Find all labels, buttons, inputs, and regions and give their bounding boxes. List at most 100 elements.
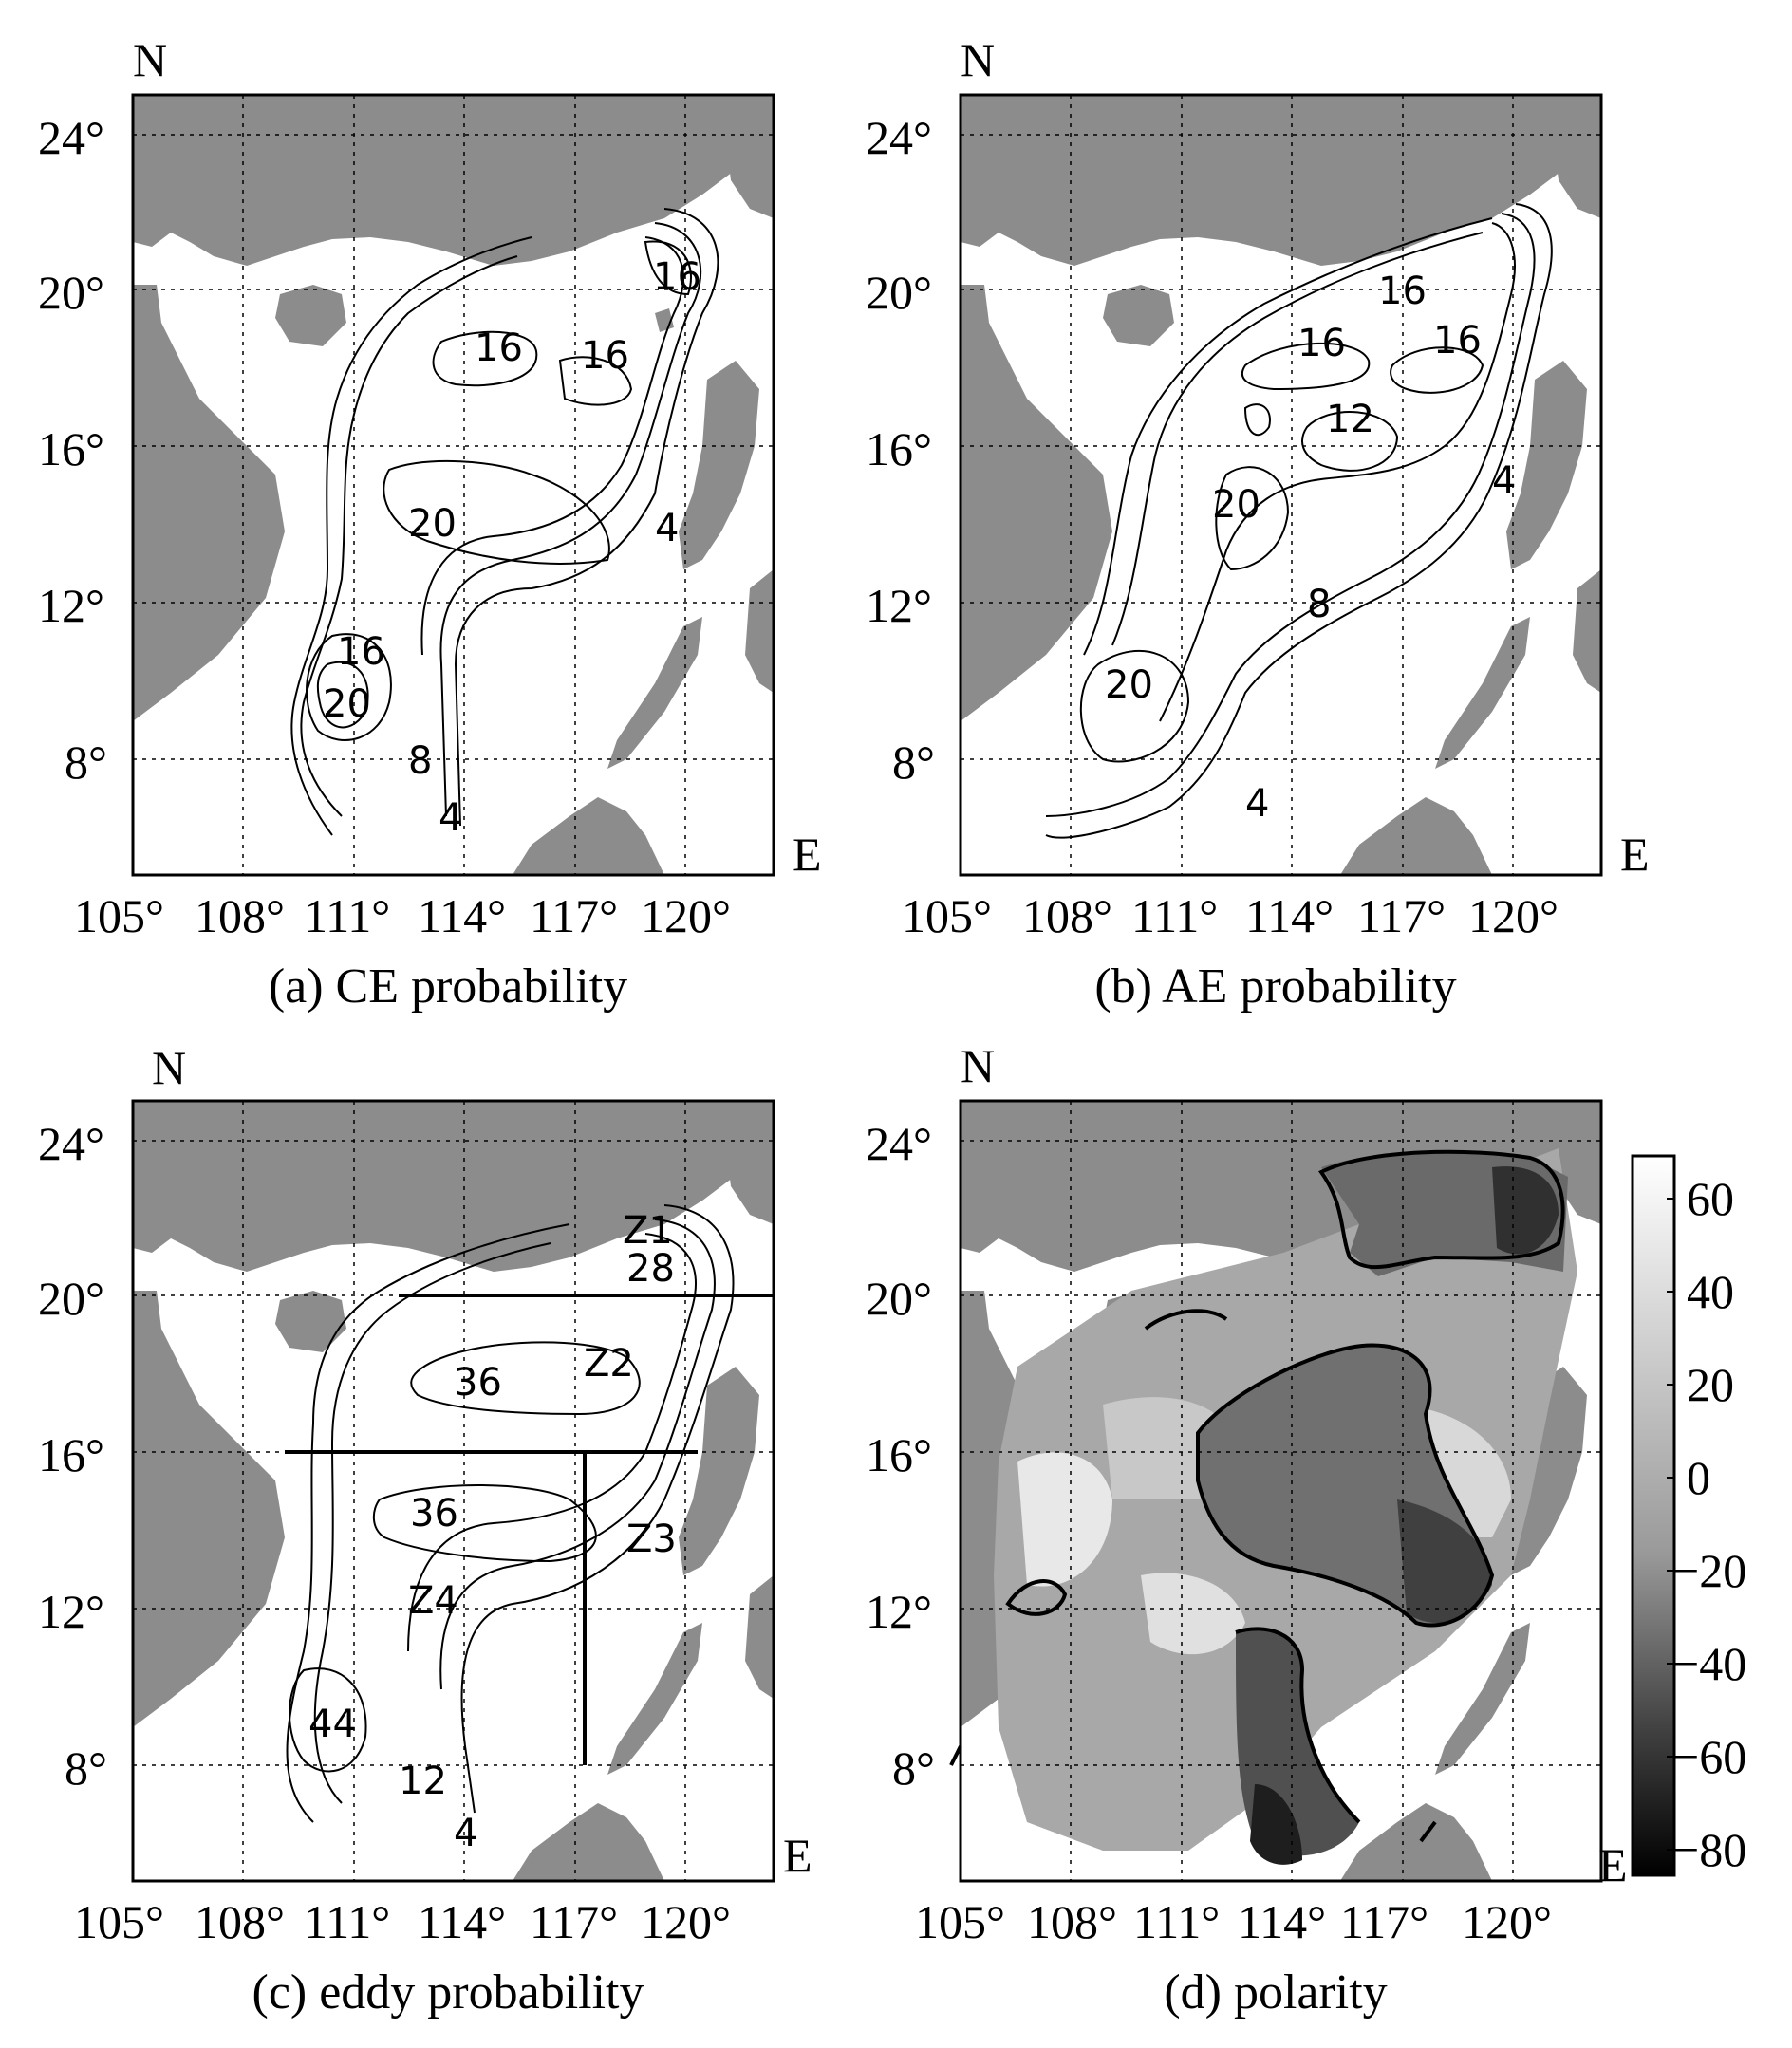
lon-tick: 114° <box>1245 889 1335 942</box>
contour-label: 20 <box>408 502 457 546</box>
lat-tick: 12° <box>866 1585 932 1638</box>
probability-contours <box>1045 203 1553 839</box>
map-frame <box>131 93 775 877</box>
map-frame <box>959 93 1603 877</box>
contour-label: 4 <box>1492 459 1516 503</box>
lat-tick: 20° <box>38 1272 104 1325</box>
map-frame <box>959 1099 1603 1883</box>
contour-label: 16 <box>337 630 385 674</box>
contour-label: 28 <box>626 1247 675 1291</box>
contour-label: 44 <box>308 1703 357 1746</box>
graticule <box>961 1101 1601 1881</box>
zone-label-z3: Z3 <box>626 1517 677 1561</box>
lon-tick: 105° <box>915 1895 1005 1948</box>
east-label: E <box>1620 828 1650 881</box>
map-ce: 16 16 16 20 4 16 20 8 4 <box>131 93 775 877</box>
lat-tick: 12° <box>866 579 932 632</box>
contour-label: 16 <box>1297 322 1346 365</box>
probability-contours <box>286 1204 735 1823</box>
contour-label: 20 <box>1212 483 1260 527</box>
east-label: E <box>793 828 822 881</box>
lat-tick: 16° <box>38 422 104 475</box>
contour-label: 4 <box>655 507 679 550</box>
lat-tick: 20° <box>866 1272 932 1325</box>
lon-tick: 120° <box>1468 889 1559 942</box>
graticule <box>133 95 774 875</box>
lat-tick: 8° <box>892 1741 935 1795</box>
contour-label: 4 <box>1245 782 1269 826</box>
lon-tick: 117° <box>1357 889 1447 942</box>
contour-label: 8 <box>1307 583 1331 626</box>
lon-tick: 105° <box>902 889 992 942</box>
colorbar-tick-label: 0 <box>1687 1451 1710 1504</box>
polarity-field <box>994 1148 1577 1865</box>
contour-label: 20 <box>1105 663 1153 707</box>
lon-tick: 105° <box>74 889 164 942</box>
zone-label-z2: Z2 <box>584 1342 634 1386</box>
map-eddy: 28 36 36 44 12 4 Z1 Z2 Z3 Z4 <box>131 1099 775 1883</box>
north-label: N <box>152 1041 187 1094</box>
panel-polarity: N E 60 40 20 0 −20 −40 −60 −80 24° 20° 1… <box>828 1006 1792 2030</box>
contour-label: 36 <box>454 1361 502 1405</box>
colorbar-tick-label: −60 <box>1672 1730 1747 1783</box>
graticule <box>961 95 1601 875</box>
contour-label: 36 <box>410 1492 458 1536</box>
contour-label: 16 <box>1433 319 1482 363</box>
colorbar-tick-label: −40 <box>1672 1637 1747 1690</box>
land-masses <box>133 1101 774 1881</box>
contour-labels: 16 16 16 20 4 16 20 8 4 <box>323 255 701 840</box>
contour-label: 16 <box>1378 270 1427 313</box>
lat-tick: 16° <box>866 422 932 475</box>
lat-tick: 24° <box>38 1117 104 1170</box>
lat-tick: 24° <box>38 111 104 164</box>
lon-tick: 117° <box>1340 1895 1429 1948</box>
contour-label: 12 <box>399 1759 447 1803</box>
colorbar-tick-label: −20 <box>1672 1544 1747 1597</box>
lat-tick: 20° <box>38 266 104 319</box>
contour-label: 12 <box>1326 398 1374 441</box>
colorbar-tick-label: 20 <box>1687 1358 1734 1411</box>
colorbar-tick-label: 60 <box>1687 1172 1734 1225</box>
colorbar-tick-label: −80 <box>1672 1823 1747 1876</box>
lon-tick: 120° <box>641 1895 731 1948</box>
lat-tick: 24° <box>866 1117 932 1170</box>
lon-tick: 105° <box>74 1895 164 1948</box>
zone-label-z4: Z4 <box>408 1579 458 1623</box>
lon-tick: 117° <box>530 889 619 942</box>
lat-tick: 12° <box>38 1585 104 1638</box>
colorbar-tick-label: 40 <box>1687 1265 1734 1318</box>
contour-labels: 28 36 36 44 12 4 <box>308 1247 675 1855</box>
contour-labels: 16 16 16 12 20 4 8 20 4 <box>1105 270 1516 826</box>
contour-label: 16 <box>581 334 629 378</box>
lat-tick: 16° <box>38 1428 104 1481</box>
lon-tick: 117° <box>530 1895 619 1948</box>
probability-contours <box>290 208 719 836</box>
caption: (d) polarity <box>1164 1965 1388 2020</box>
lat-tick: 16° <box>866 1428 932 1481</box>
panel-eddy-probability: 28 36 36 44 12 4 Z1 Z2 Z3 Z4 N E 24° 20°… <box>0 1006 896 2030</box>
land-masses <box>961 95 1601 875</box>
lon-tick: 120° <box>1462 1895 1552 1948</box>
contour-label: 4 <box>454 1812 477 1855</box>
lon-tick: 108° <box>195 1895 285 1948</box>
east-label: E <box>783 1829 812 1882</box>
lon-tick: 114° <box>418 1895 507 1948</box>
north-label: N <box>961 1039 996 1092</box>
zone-labels: Z1 Z2 Z3 Z4 <box>408 1209 677 1623</box>
contour-label: 16 <box>475 326 523 370</box>
colorbar-ticks <box>1667 1198 1674 1851</box>
map-polarity <box>949 1099 1676 1883</box>
contour-label: 8 <box>408 739 432 783</box>
north-label: N <box>961 33 996 86</box>
caption: (b) AE probability <box>1094 959 1457 1014</box>
caption: (c) eddy probability <box>252 1965 644 2020</box>
map-ae: 16 16 16 12 20 4 8 20 4 <box>959 93 1603 877</box>
lon-tick: 111° <box>304 1895 391 1948</box>
lat-tick: 12° <box>38 579 104 632</box>
lat-tick: 8° <box>65 735 107 789</box>
lat-tick: 24° <box>866 111 932 164</box>
lon-tick: 111° <box>1131 889 1219 942</box>
colorbar <box>1631 1154 1676 1877</box>
east-label: E <box>1598 1838 1628 1891</box>
lon-tick: 114° <box>418 889 507 942</box>
